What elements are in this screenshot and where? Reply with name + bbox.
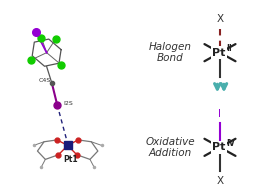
Text: Oxidative
Addition: Oxidative Addition xyxy=(145,136,195,158)
Text: Pt1: Pt1 xyxy=(63,155,78,164)
Text: X: X xyxy=(216,176,224,186)
Text: X: X xyxy=(216,14,224,24)
Text: IV: IV xyxy=(227,139,235,148)
Text: Pt: Pt xyxy=(212,48,226,58)
Text: I: I xyxy=(219,108,221,119)
Text: II: II xyxy=(227,44,232,53)
Text: I2S: I2S xyxy=(64,101,73,106)
Text: Pt: Pt xyxy=(212,142,226,152)
Text: C4S: C4S xyxy=(39,78,51,83)
Text: Halogen
Bond: Halogen Bond xyxy=(149,42,192,64)
